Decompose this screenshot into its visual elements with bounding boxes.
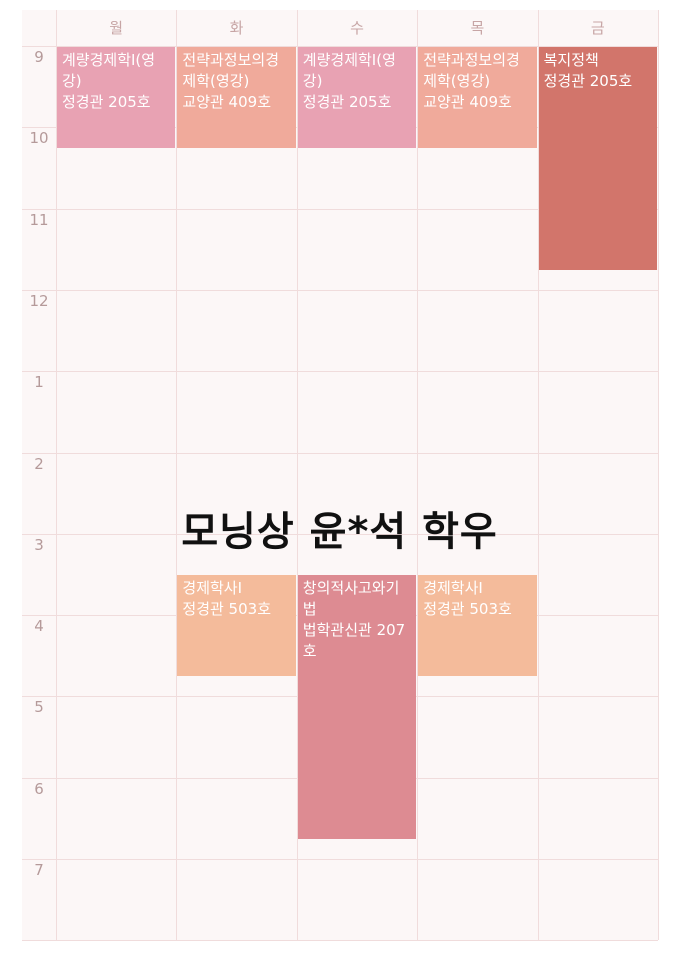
course-block[interactable]: 창의적사고와기법 법학관신관 207호 <box>297 575 417 839</box>
grid-row-line <box>22 940 658 942</box>
course-block[interactable]: 계량경제학I(영강) 정경관 205호 <box>297 47 417 148</box>
timetable-grid: 월 화 수 목 금 9 10 11 12 1 2 3 4 5 6 7 계량경제학I(영강) 정경관 205호 전략과… <box>22 10 659 942</box>
grid-column-line <box>417 10 419 940</box>
grid-column-line <box>56 10 57 940</box>
hour-label: 12 <box>29 291 49 310</box>
hour-label: 7 <box>34 861 44 879</box>
grid-row-line <box>22 452 658 454</box>
course-room: 법학관신관 207호 <box>302 621 406 661</box>
grid-row-line <box>22 289 658 291</box>
hour-label: 3 <box>34 535 44 554</box>
course-name: 경제학사I <box>182 579 243 598</box>
course-name: 전략과정보의경제학(영강) <box>423 51 520 90</box>
grid-column-line <box>296 10 298 940</box>
course-name: 경제학사I <box>423 579 483 598</box>
day-header-4: 금 <box>590 19 605 37</box>
hour-label: 10 <box>29 129 49 148</box>
course-room: 정경관 205호 <box>302 93 392 111</box>
course-room: 교양관 409호 <box>182 93 271 111</box>
hour-label: 9 <box>34 48 44 66</box>
course-room: 정경관 503호 <box>423 600 512 619</box>
grid-column-line <box>537 10 539 940</box>
grid-row-line <box>22 859 658 860</box>
course-room: 정경관 503호 <box>182 600 271 619</box>
course-block[interactable]: 전략과정보의경제학(영강) 교양관 409호 <box>418 47 537 148</box>
course-name: 창의적사고와기법 <box>302 579 400 619</box>
hour-label: 5 <box>34 698 44 717</box>
hour-label: 2 <box>34 454 44 473</box>
day-header-3: 목 <box>470 19 485 37</box>
course-room: 정경관 205호 <box>62 93 151 111</box>
overlay-caption: 모닝상 윤*석 학우 <box>181 509 498 555</box>
course-block[interactable]: 경제학사I 정경관 503호 <box>177 575 296 677</box>
course-block[interactable]: 전략과정보의경제학(영강) 교양관 409호 <box>177 47 296 148</box>
hour-label: 11 <box>29 210 49 229</box>
day-header-0: 월 <box>109 19 124 37</box>
hour-label: 4 <box>34 617 44 636</box>
course-name: 계량경제학I(영강) <box>62 51 156 90</box>
day-header-2: 수 <box>350 19 364 37</box>
hour-label: 6 <box>34 779 44 798</box>
grid-row-line <box>22 371 658 373</box>
course-room: 정경관 205호 <box>543 72 633 90</box>
course-block[interactable]: 계량경제학I(영강) 정경관 205호 <box>57 47 176 148</box>
course-block[interactable]: 경제학사I 정경관 503호 <box>418 575 537 677</box>
grid-row-line <box>22 46 658 47</box>
course-name: 계량경제학I(영강) <box>302 51 396 90</box>
grid-row-line <box>22 208 658 210</box>
course-room: 교양관 409호 <box>423 93 512 111</box>
day-header-1: 화 <box>229 19 244 37</box>
course-name: 복지정책 <box>543 51 599 69</box>
hour-label: 1 <box>34 373 44 392</box>
grid-row-line <box>22 533 658 535</box>
grid-column-line <box>658 10 659 940</box>
grid-column-line <box>176 10 178 940</box>
course-name: 전략과정보의경제학(영강) <box>182 51 279 90</box>
